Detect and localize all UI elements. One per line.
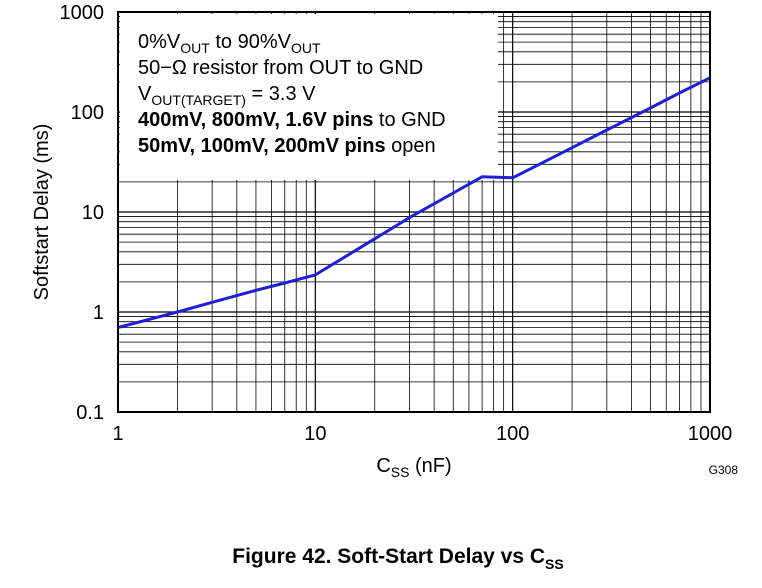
series-layer <box>117 76 711 329</box>
annotation-part: 50−Ω resistor from OUT to GND <box>138 57 423 79</box>
y-axis-label: Softstart Delay (ms) <box>31 124 53 301</box>
x-tick-label: 1000 <box>688 423 733 445</box>
annotation-part: 50mV, 100mV, 200mV pins <box>138 135 386 157</box>
annotation-line: 50−Ω resistor from OUT to GND <box>138 57 423 79</box>
y-tick-label: 100 <box>71 102 104 124</box>
plot-frame <box>117 11 711 413</box>
annotation-part: to GND <box>373 109 445 131</box>
annotation-part: = 3.3 V <box>246 83 316 105</box>
annotation-background <box>120 14 498 180</box>
annotation-part: V <box>138 83 152 105</box>
annotation-part: 0%V <box>138 31 181 53</box>
annotation-line: 50mV, 100mV, 200mV pins open <box>138 135 436 157</box>
annotation-part: OUT <box>291 40 321 56</box>
y-tick-labels: 0.1 1 10 100 1000 <box>60 2 105 424</box>
x-tick-label: 10 <box>304 423 326 445</box>
annotation-part: 400mV, 800mV, 1.6V pins <box>138 109 373 131</box>
annotation-line: 400mV, 800mV, 1.6V pins to GND <box>138 109 446 131</box>
series-line <box>117 76 711 329</box>
x-axis-label-main: C <box>376 455 390 477</box>
graph-id: G308 <box>709 463 739 477</box>
figure-caption-sub: SS <box>545 556 564 572</box>
x-axis-label: CSS (nF) <box>376 455 451 480</box>
y-tick-label: 0.1 <box>76 402 104 424</box>
annotation-line: 0%VOUT to 90%VOUT <box>138 31 321 56</box>
y-tick-label: 1000 <box>60 2 105 24</box>
y-tick-label: 1 <box>93 302 104 324</box>
annotation-part: OUT(TARGET) <box>151 92 246 108</box>
x-axis-label-sub: SS <box>391 464 410 480</box>
figure-caption: Figure 42. Soft-Start Delay vs CSS <box>232 545 563 572</box>
annotation-line: VOUT(TARGET) = 3.3 V <box>138 83 316 108</box>
annotation-part: to 90%V <box>210 31 292 53</box>
figure-caption-main: Figure 42. Soft-Start Delay vs C <box>232 545 545 568</box>
x-tick-label: 100 <box>496 423 529 445</box>
x-tick-label: 1 <box>112 423 123 445</box>
annotation-part: OUT <box>180 40 210 56</box>
x-tick-labels: 1 10 100 1000 <box>112 423 732 445</box>
annotation-part: open <box>386 135 436 157</box>
y-tick-label: 10 <box>82 202 104 224</box>
x-axis-label-rest: (nF) <box>409 455 451 477</box>
